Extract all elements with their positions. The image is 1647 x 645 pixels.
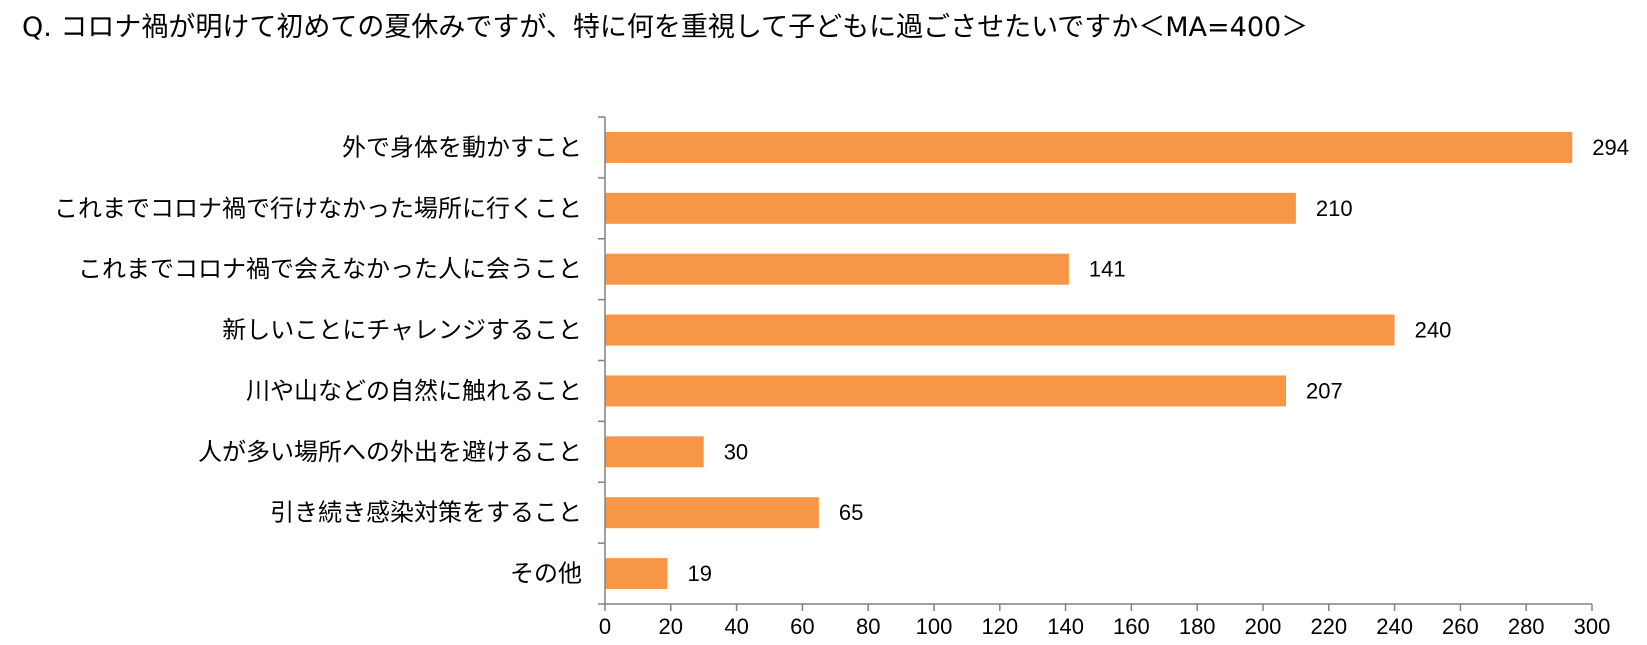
- chart-title: Q. コロナ禍が明けて初めての夏休みですが、特に何を重視して子どもに過ごさせたい…: [22, 12, 1309, 43]
- data-label: 19: [688, 561, 712, 586]
- category-label: 人が多い場所への外出を避けること: [198, 438, 582, 466]
- x-tick-label: 40: [724, 614, 748, 639]
- category-label: これまでコロナ禍で会えなかった人に会うこと: [78, 255, 582, 283]
- category-label: その他: [510, 560, 582, 588]
- bar: [605, 314, 1395, 346]
- bar: [605, 375, 1287, 407]
- category-label: これまでコロナ禍で行けなかった場所に行くこと: [54, 194, 582, 222]
- value-labels-group: 294 210 141 240 207 30 65 19: [688, 135, 1629, 586]
- bar: [605, 253, 1069, 285]
- x-tick-label: 180: [1179, 614, 1216, 639]
- x-tick-label: 120: [981, 614, 1018, 639]
- data-label: 294: [1592, 135, 1629, 160]
- bar: [605, 436, 704, 468]
- x-tick-label: 260: [1442, 614, 1479, 639]
- bar: [605, 192, 1296, 224]
- data-label: 207: [1306, 378, 1343, 403]
- data-label: 141: [1089, 257, 1126, 282]
- x-tick-label: 300: [1574, 614, 1611, 639]
- data-label: 210: [1316, 196, 1353, 221]
- x-tick-label: 200: [1245, 614, 1282, 639]
- x-tick-label: 60: [790, 614, 814, 639]
- bar: [605, 131, 1573, 163]
- bars-group: [605, 131, 1573, 590]
- x-ticks-group: 0 20 40 60 80 100 120 140 160 180 200 220 240 260 280 3…: [598, 116, 1611, 639]
- data-label: 65: [839, 500, 863, 525]
- x-tick-label: 220: [1310, 614, 1347, 639]
- bar: [605, 497, 819, 529]
- data-label: 30: [724, 439, 748, 464]
- x-tick-label: 160: [1113, 614, 1150, 639]
- x-tick-label: 80: [856, 614, 880, 639]
- x-tick-label: 140: [1047, 614, 1084, 639]
- x-tick-label: 20: [659, 614, 683, 639]
- data-label: 240: [1415, 318, 1452, 343]
- x-tick-label: 100: [916, 614, 953, 639]
- bar: [605, 558, 668, 590]
- category-label: 外で身体を動かすこと: [342, 133, 582, 161]
- x-tick-label: 0: [599, 614, 611, 639]
- category-labels-group: 外で身体を動かすことこれまでコロナ禍で行けなかった場所に行くことこれまでコロナ禍…: [54, 133, 582, 587]
- x-tick-label: 280: [1508, 614, 1545, 639]
- category-label: 川や山などの自然に触れること: [246, 377, 582, 405]
- x-tick-label: 240: [1376, 614, 1413, 639]
- category-label: 引き続き感染対策をすること: [270, 499, 582, 527]
- category-label: 新しいことにチャレンジすること: [222, 316, 582, 344]
